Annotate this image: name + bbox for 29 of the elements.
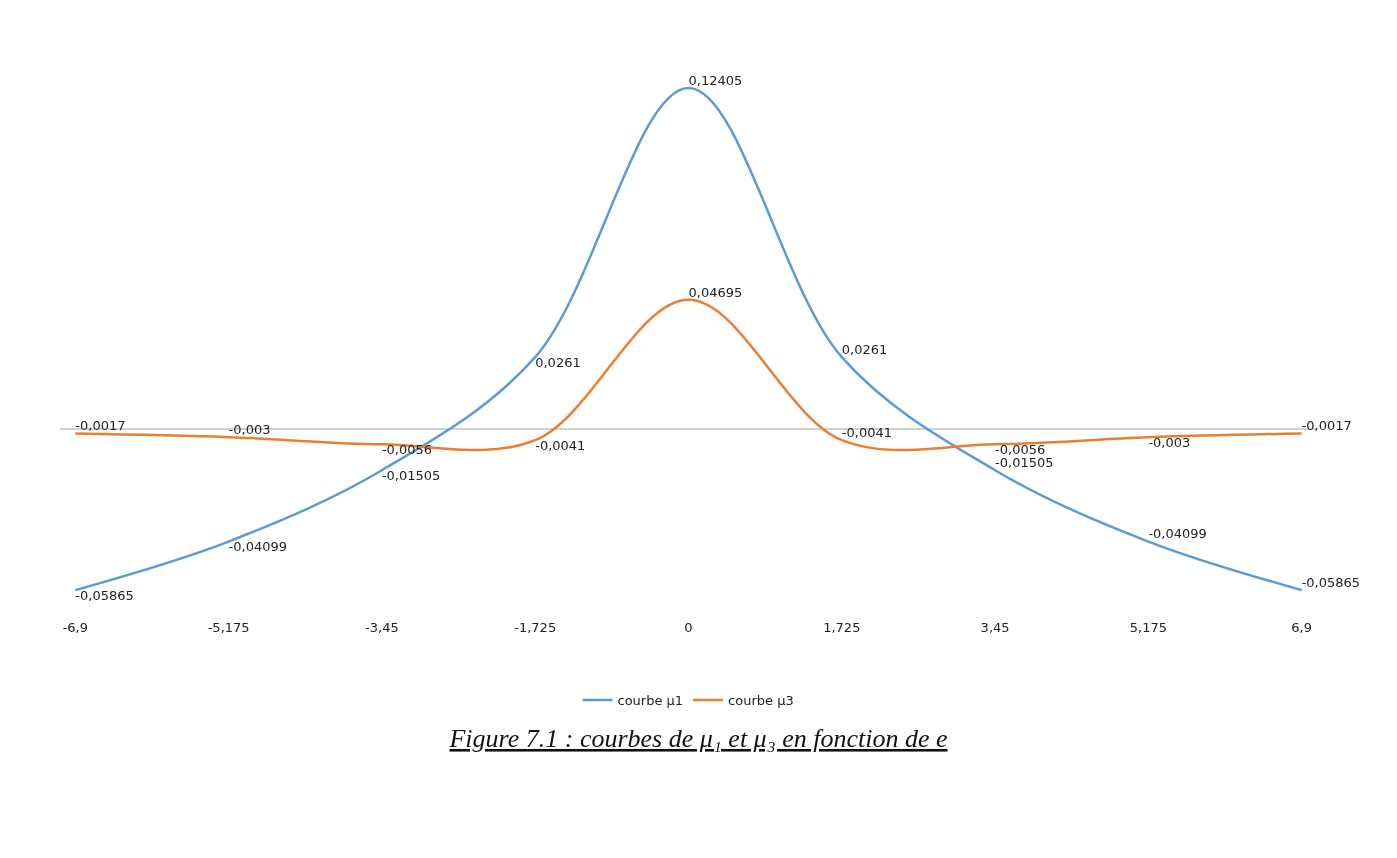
data-label: -0,04099 [1148,526,1207,542]
data-label: -0,0017 [75,418,126,434]
x-tick-label: -1,725 [514,620,557,635]
legend-label: courbe μ1 [617,692,684,708]
x-tick-label: 6,9 [1291,620,1313,635]
data-label: -0,01505 [381,468,441,483]
data-label: -0,003 [228,421,271,437]
data-label: 0,12405 [688,72,743,88]
text: Figure 7.1 : courbes de μ₁ et μ₃ en fonction de e [448,723,948,753]
x-tick-label: -3,45 [365,620,399,635]
x-tick-label: 5,175 [1129,620,1167,635]
x-tick-label: -5,175 [207,620,250,635]
legend-label: courbe μ3 [728,692,794,708]
data-label: -0,05865 [75,587,134,603]
data-label: -0,0041 [841,424,892,440]
x-tick-label: 1,725 [823,620,861,635]
data-label: 0,0261 [841,341,888,357]
data-label: -0,05865 [1301,574,1361,590]
x-tick-label: 3,45 [980,620,1010,635]
data-label: -0,01505 [995,455,1054,470]
data-label: -0,0017 [1301,418,1352,434]
data-label: -0,0041 [535,437,586,453]
data-label: 0,0261 [535,354,581,370]
data-label: -0,04099 [228,539,288,555]
x-tick-label: -6,9 [62,620,89,635]
data-label: -0,003 [1148,434,1191,450]
data-label: -0,0056 [995,442,1046,458]
data-label: 0,04695 [688,284,743,300]
x-tick-label: 0 [684,620,693,635]
